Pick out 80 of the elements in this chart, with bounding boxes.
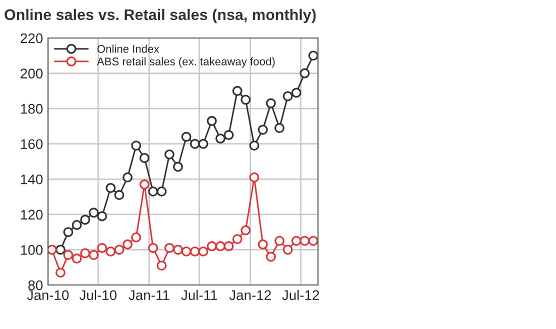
y-tick-label: 200	[20, 68, 43, 78]
point	[215, 241, 226, 252]
y-tick-label: 180	[21, 104, 43, 114]
point	[139, 179, 150, 190]
point	[190, 138, 200, 149]
point	[156, 186, 167, 196]
point	[48, 244, 57, 255]
point	[80, 214, 90, 225]
point	[240, 94, 251, 105]
point	[300, 68, 310, 78]
point	[181, 132, 192, 142]
point	[232, 234, 242, 244]
point	[97, 242, 108, 253]
point	[106, 182, 116, 193]
chart-title: Online sales vs. Retail sales (nsa, monthly)	[4, 8, 316, 24]
point	[282, 91, 293, 102]
point	[106, 246, 116, 256]
point	[224, 130, 234, 140]
point	[240, 225, 251, 236]
y-tick-label: 100	[21, 245, 43, 255]
point	[63, 250, 74, 260]
point	[148, 242, 158, 253]
point	[148, 186, 158, 196]
point	[72, 254, 82, 264]
point	[274, 236, 284, 246]
point	[215, 134, 226, 144]
point	[198, 138, 208, 149]
point	[173, 244, 184, 255]
point	[97, 211, 108, 222]
x-tick-label: Jan-10	[26, 290, 69, 300]
x-tick-label: Jul-12	[282, 290, 320, 300]
point	[258, 239, 268, 250]
point	[88, 250, 99, 260]
point	[122, 239, 133, 250]
point	[88, 208, 99, 218]
point	[198, 246, 208, 256]
point	[249, 140, 260, 151]
y-tick-label: 220	[20, 33, 43, 44]
point	[114, 244, 124, 255]
legend-label: Online Index	[97, 44, 160, 53]
point	[181, 246, 192, 256]
y-tick-label: 120	[21, 210, 43, 220]
point	[190, 246, 200, 256]
point	[266, 252, 276, 262]
y-tick-label: 160	[21, 139, 43, 150]
point	[206, 116, 217, 126]
point	[291, 236, 302, 246]
point	[308, 236, 318, 246]
point	[131, 140, 142, 151]
x-tick-label: Jan-12	[229, 290, 271, 300]
point	[72, 220, 82, 230]
x-tick-label: Jan-11	[128, 290, 170, 300]
point	[156, 260, 167, 271]
point	[164, 242, 174, 253]
point	[282, 244, 293, 255]
point	[80, 248, 90, 258]
point	[249, 172, 260, 182]
point	[122, 172, 133, 182]
point	[300, 236, 310, 246]
point	[274, 122, 284, 133]
point	[291, 88, 302, 98]
x-tick-label: Jul-10	[79, 290, 117, 300]
point	[224, 241, 234, 252]
point	[258, 124, 268, 135]
point	[266, 98, 276, 108]
y-tick-label: 140	[21, 174, 43, 184]
point	[55, 268, 66, 278]
point	[173, 162, 184, 172]
legend-label: ABS retail sales (ex. takeaway food)	[96, 57, 275, 68]
point	[63, 227, 74, 238]
y-tick-label: 80	[28, 280, 43, 290]
point	[308, 50, 318, 61]
point	[131, 232, 142, 242]
point	[164, 149, 174, 160]
point	[139, 152, 150, 163]
point	[55, 244, 66, 255]
x-tick-label: Jul-11	[181, 290, 218, 300]
point	[206, 241, 217, 252]
point	[232, 86, 242, 96]
point	[114, 190, 124, 200]
